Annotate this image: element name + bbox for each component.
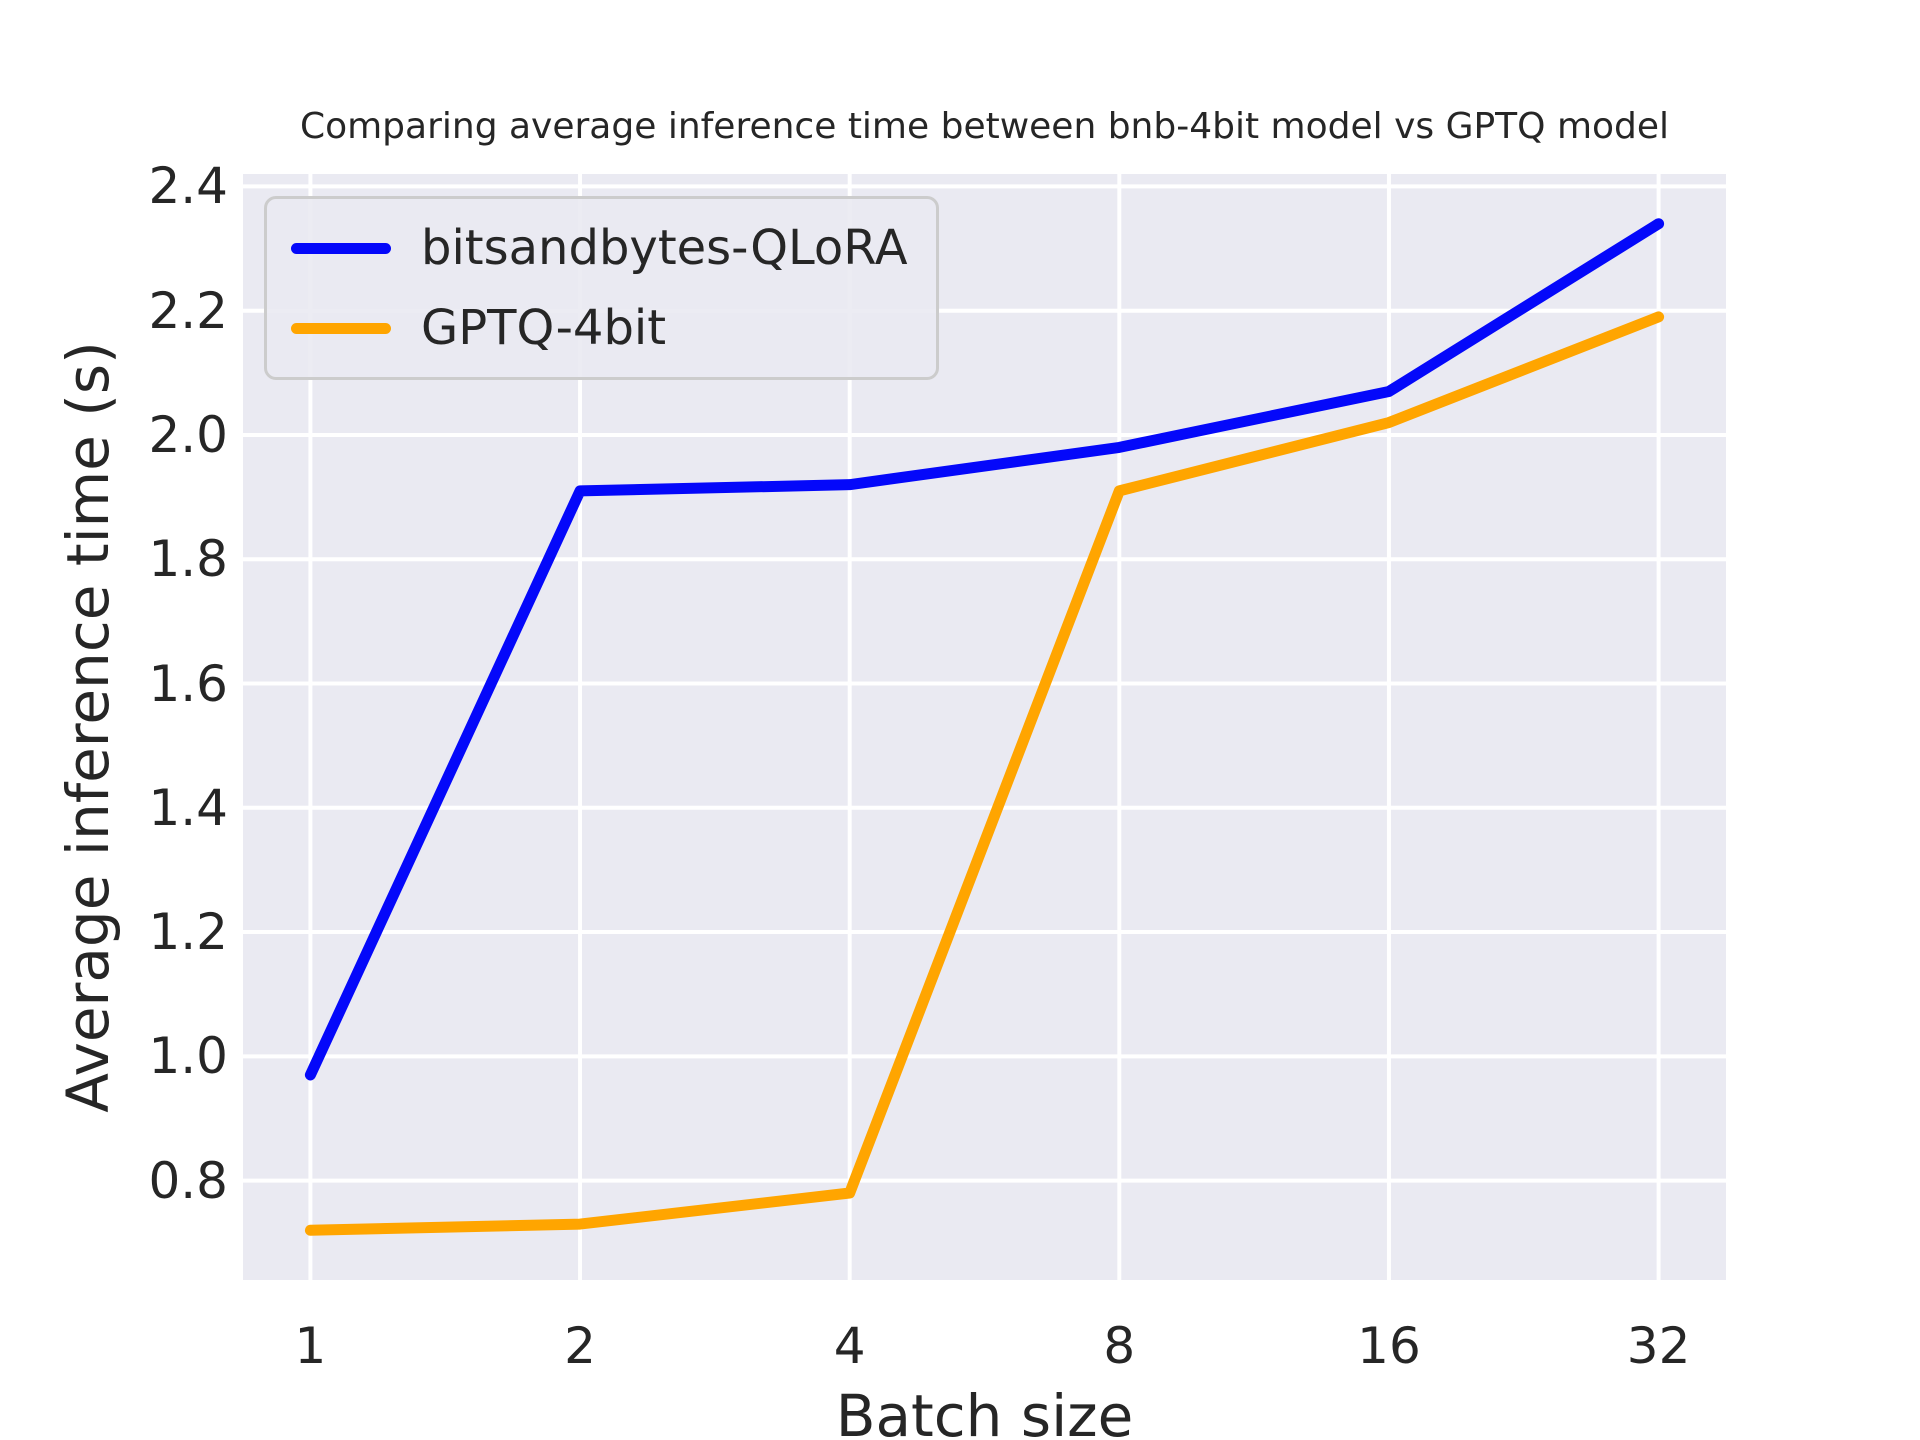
y-tick-label: 0.8 <box>148 1151 228 1210</box>
y-tick-label: 2.4 <box>148 157 228 216</box>
y-tick-label: 1.4 <box>148 778 228 837</box>
series-line-GPTQ-4bit <box>304 311 1665 1236</box>
legend-item: GPTQ-4bit <box>291 295 908 361</box>
legend-line-sample-blue <box>291 242 391 254</box>
legend: bitsandbytes-QLoRA GPTQ-4bit <box>264 196 939 380</box>
plot-canvas <box>243 174 1726 1280</box>
series-lines <box>304 218 1665 1236</box>
chart-title: Comparing average inference time between… <box>299 106 1670 147</box>
y-tick-label: 1.0 <box>148 1027 228 1086</box>
legend-label: bitsandbytes-QLoRA <box>421 220 908 276</box>
y-tick-label: 2.2 <box>148 281 228 340</box>
x-tick-label: 1 <box>294 1317 327 1375</box>
legend-label: GPTQ-4bit <box>421 300 667 356</box>
x-tick-label: 16 <box>1357 1317 1421 1375</box>
y-tick-label: 2.0 <box>148 405 228 464</box>
y-tick-label: 1.8 <box>148 530 228 589</box>
y-tick-label: 1.6 <box>148 654 228 713</box>
x-tick-label: 8 <box>1103 1317 1136 1375</box>
legend-line-sample-orange <box>291 322 391 334</box>
x-tick-label: 4 <box>833 1317 866 1375</box>
series-line-bitsandbytes-QLoRA <box>304 218 1665 1081</box>
y-tick-label: 1.2 <box>148 903 228 962</box>
legend-item: bitsandbytes-QLoRA <box>291 215 908 281</box>
x-axis-label: Batch size <box>835 1382 1134 1440</box>
x-tick-label: 2 <box>564 1317 596 1375</box>
plot-area: bitsandbytes-QLoRA GPTQ-4bit <box>243 174 1726 1280</box>
x-tick-label: 32 <box>1626 1317 1691 1375</box>
